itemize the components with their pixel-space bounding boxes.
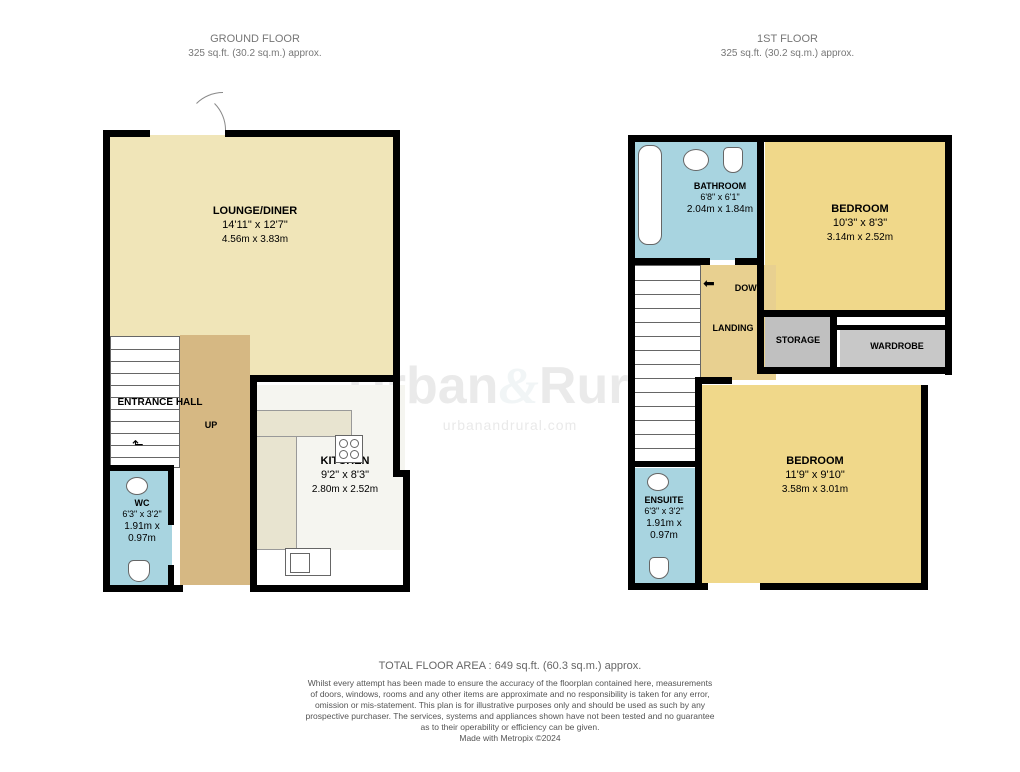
wall bbox=[225, 130, 400, 137]
wall bbox=[393, 130, 400, 475]
wall bbox=[103, 130, 110, 590]
bath-icon bbox=[638, 145, 662, 245]
wall bbox=[945, 135, 952, 375]
total-area: TOTAL FLOOR AREA : 649 sq.ft. (60.3 sq.m… bbox=[0, 659, 1020, 673]
arrow-down-icon: ➡ bbox=[703, 275, 715, 292]
stairs-first bbox=[631, 265, 701, 465]
label-bedroom-1: BEDROOM 10'3" x 8'3" 3.14m x 2.52m bbox=[800, 203, 920, 244]
ground-floor-plan: ⬑ LOUNGE/DINER 14'11" x 12'7" 4.56m x 3.… bbox=[110, 100, 400, 590]
arrow-up-icon: ⬑ bbox=[132, 436, 144, 453]
wall bbox=[250, 382, 257, 590]
label-lounge: LOUNGE/DINER 14'11" x 12'7" 4.56m x 3.83… bbox=[165, 205, 345, 246]
first-floor-title: 1ST FLOOR 325 sq.ft. (30.2 sq.m.) approx… bbox=[625, 32, 950, 61]
kitchen-sink-icon bbox=[285, 548, 331, 576]
brand-watermark-sub: urbanandrural.com bbox=[443, 417, 578, 433]
ensuite-toilet-icon bbox=[649, 557, 669, 579]
label-storage: STORAGE bbox=[767, 335, 829, 346]
ensuite-basin-icon bbox=[647, 473, 669, 491]
wall bbox=[628, 135, 952, 142]
wc-basin-icon bbox=[126, 477, 148, 495]
label-ensuite: ENSUITE 6'3" x 3'2" 1.91m x 0.97m bbox=[633, 495, 695, 543]
label-down: DOWN bbox=[724, 283, 774, 294]
bathroom-basin-icon bbox=[683, 149, 709, 171]
label-wc: WC 6'3" x 3'2" 1.91m x 0.97m bbox=[112, 498, 172, 546]
footer: TOTAL FLOOR AREA : 649 sq.ft. (60.3 sq.m… bbox=[0, 659, 1020, 744]
wall bbox=[695, 377, 702, 587]
wall bbox=[735, 258, 763, 265]
label-up: UP bbox=[196, 420, 226, 431]
room-entrance-hall bbox=[180, 335, 250, 585]
kitchen-worktop-h bbox=[255, 410, 352, 437]
label-wardrobe: WARDROBE bbox=[847, 341, 947, 352]
wall bbox=[393, 470, 410, 477]
wall bbox=[110, 465, 172, 471]
wall bbox=[250, 375, 400, 382]
wall bbox=[110, 130, 150, 137]
wall bbox=[250, 585, 410, 592]
ground-floor-title: GROUND FLOOR 325 sq.ft. (30.2 sq.m.) app… bbox=[110, 32, 400, 61]
wall bbox=[764, 367, 952, 374]
wall bbox=[764, 310, 952, 317]
wall bbox=[702, 377, 732, 384]
wall bbox=[635, 461, 697, 467]
wall bbox=[760, 583, 928, 590]
label-landing: LANDING bbox=[703, 323, 763, 334]
wall bbox=[168, 565, 174, 590]
label-bathroom: BATHROOM 6'8" x 6'1" 2.04m x 1.84m bbox=[675, 181, 765, 216]
kitchen-hob-icon bbox=[335, 435, 363, 463]
wall bbox=[921, 385, 928, 590]
wall bbox=[403, 470, 410, 590]
wall bbox=[168, 465, 174, 525]
label-bedroom-2: BEDROOM 11'9" x 9'10" 3.58m x 3.01m bbox=[755, 455, 875, 496]
wc-toilet-icon bbox=[128, 560, 150, 582]
floorplan-page: Urban&Rural urbanandrural.com GROUND FLO… bbox=[0, 0, 1020, 772]
first-floor-plan: ➡ BATHROOM 6'8" x 6'1" 2.04m x 1.84m BED… bbox=[625, 135, 950, 590]
label-hall: ENTRANCE HALL bbox=[90, 397, 230, 410]
wall bbox=[628, 135, 635, 590]
wall bbox=[837, 325, 952, 330]
bathroom-toilet-icon bbox=[723, 147, 743, 173]
wall bbox=[635, 258, 710, 265]
wall bbox=[830, 317, 837, 373]
